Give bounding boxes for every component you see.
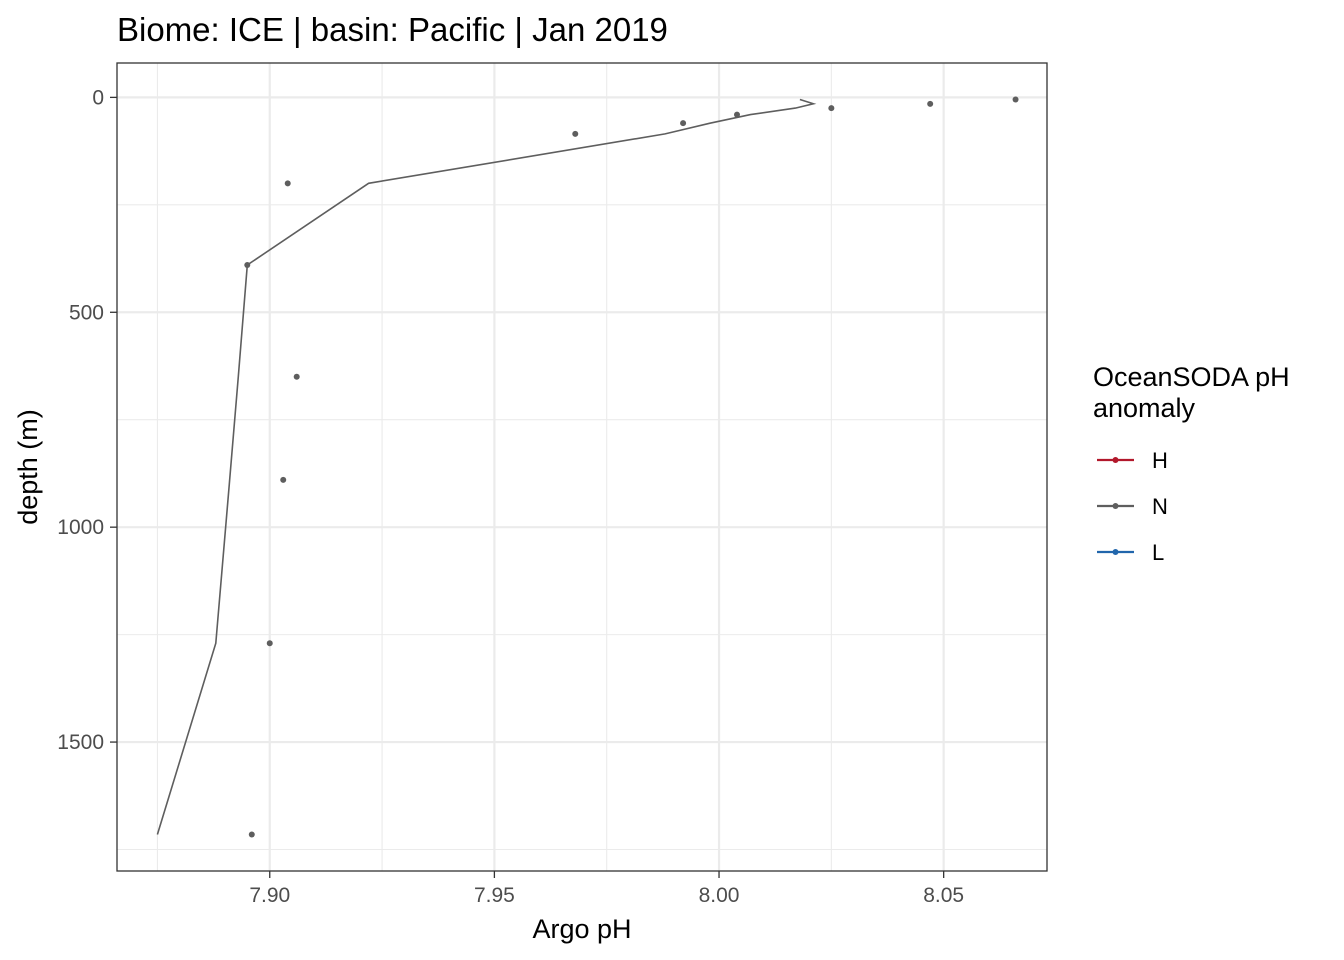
data-point-N-4 [680,120,687,127]
data-point-N-2 [828,105,835,112]
x-axis: 7.90 7.95 8.00 8.05 [249,871,964,907]
data-point-N-6 [284,180,291,187]
data-point-N-0 [1012,96,1019,103]
data-point-N-7 [244,262,251,268]
grid-minor [117,63,1047,871]
data-point-N-8 [293,373,300,380]
series-line-N [156,98,817,835]
y-tick-label-0: 0 [92,86,104,109]
legend-label-H: H [1152,448,1168,473]
data-point-N-1 [927,100,934,107]
data-point-N-3 [734,111,740,118]
y-axis: 0 500 1000 1500 [57,86,117,754]
legend-key-point-H [1112,457,1119,463]
x-axis-title: Argo pH [532,914,631,944]
data-point-N-11 [248,831,255,838]
legend-keys: HNL [1097,448,1168,565]
plot-border [116,62,1048,872]
y-axis-title: depth (m) [13,409,43,525]
y-tick-label-3: 1500 [57,731,104,754]
x-tick-label-1: 7.95 [474,884,515,907]
legend-label-L: L [1152,540,1164,565]
legend-label-N: N [1152,494,1168,519]
plot-background [117,63,1047,871]
data-point-N-9 [280,476,287,483]
y-tick-label-1: 500 [69,301,104,324]
legend-key-point-N [1112,503,1119,509]
legend-title-line-2: anomaly [1093,393,1196,423]
x-tick-label-2: 8.00 [699,884,740,907]
legend-title-line-1: OceanSODA pH [1093,362,1290,392]
x-tick-label-0: 7.90 [249,884,290,907]
x-tick-label-3: 8.05 [923,884,964,907]
series-layer [156,96,1019,838]
chart-title: Biome: ICE | basin: Pacific | Jan 2019 [117,11,668,48]
legend-key-point-L [1112,549,1119,555]
y-tick-label-2: 1000 [57,516,104,539]
data-point-N-10 [266,640,273,647]
grid-major [117,63,1047,871]
data-point-N-5 [572,130,579,137]
legend: OceanSODA pH anomaly HNL [1093,362,1290,565]
